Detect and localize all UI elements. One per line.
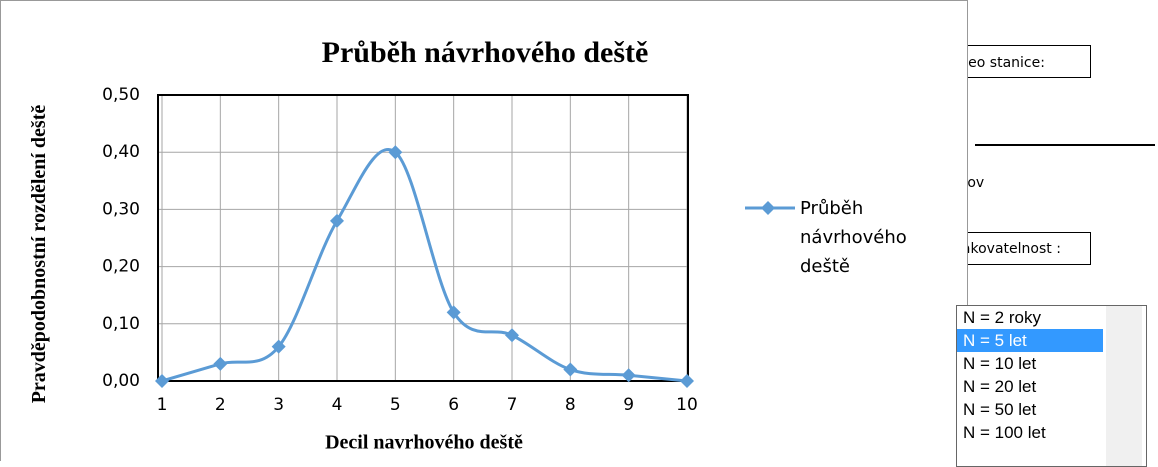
x-tick-label: 9 <box>623 395 634 415</box>
x-tick-label: 3 <box>273 395 284 415</box>
chart: Průběh návrhového deště Decil navrhového… <box>0 0 968 461</box>
list-option[interactable]: N = 2 roky <box>963 308 1041 327</box>
x-tick-label: 2 <box>215 395 226 415</box>
data-point <box>155 374 169 388</box>
data-point <box>446 305 461 320</box>
data-point <box>271 339 286 354</box>
period-label: Opakovatelnost : <box>956 241 1061 257</box>
station-label-box: Meteo stanice: <box>955 45 1091 78</box>
y-tick-label: 0,50 <box>102 85 140 105</box>
data-point <box>563 362 578 377</box>
data-point <box>388 145 403 160</box>
y-tick-label: 0,30 <box>102 199 140 219</box>
plot-frame <box>157 94 689 382</box>
x-tick-label: 8 <box>565 395 576 415</box>
data-point <box>505 328 519 343</box>
y-tick-label: 0,00 <box>102 371 140 391</box>
data-point <box>330 213 344 228</box>
legend-marker <box>761 201 775 215</box>
legend-label: Průběh návrhového deště <box>800 198 907 277</box>
data-point <box>621 368 636 383</box>
list-option[interactable]: N = 50 let <box>963 400 1037 419</box>
list-option[interactable]: N = 100 let <box>963 423 1046 442</box>
y-axis-label: Pravděpodobnostní rozdělení deště <box>28 104 50 404</box>
x-tick-label: 6 <box>448 395 459 415</box>
x-tick-label: 1 <box>157 395 168 415</box>
x-tick-label: 10 <box>676 395 698 415</box>
y-tick-label: 0,40 <box>102 142 140 162</box>
y-tick-label: 0,20 <box>102 257 140 277</box>
station-label: Meteo stanice: <box>956 55 1045 71</box>
x-tick-label: 4 <box>332 395 343 415</box>
x-tick-label: 7 <box>507 395 518 415</box>
data-point <box>680 374 694 388</box>
list-option[interactable]: N = 20 let <box>963 377 1037 396</box>
station-wrap: Nížkov <box>955 175 1055 191</box>
period-label-box: Opakovatelnost : <box>955 232 1091 265</box>
x-tick-label: 5 <box>390 395 401 415</box>
data-line <box>161 148 688 383</box>
separator <box>975 144 1155 146</box>
data-point <box>213 356 228 371</box>
y-tick-label: 0,10 <box>102 314 140 334</box>
scrollbar <box>1106 306 1142 466</box>
listbox[interactable]: N = 2 roky N = 5 let N = 10 let N = 20 let N… <box>956 305 1147 467</box>
x-axis-label: Decil navrhového deště <box>325 432 523 454</box>
list-option[interactable]: N = 10 let <box>963 354 1037 373</box>
list-option[interactable]: N = 5 let <box>957 329 1103 352</box>
chart-title: Průběh návrhového deště <box>322 36 649 69</box>
